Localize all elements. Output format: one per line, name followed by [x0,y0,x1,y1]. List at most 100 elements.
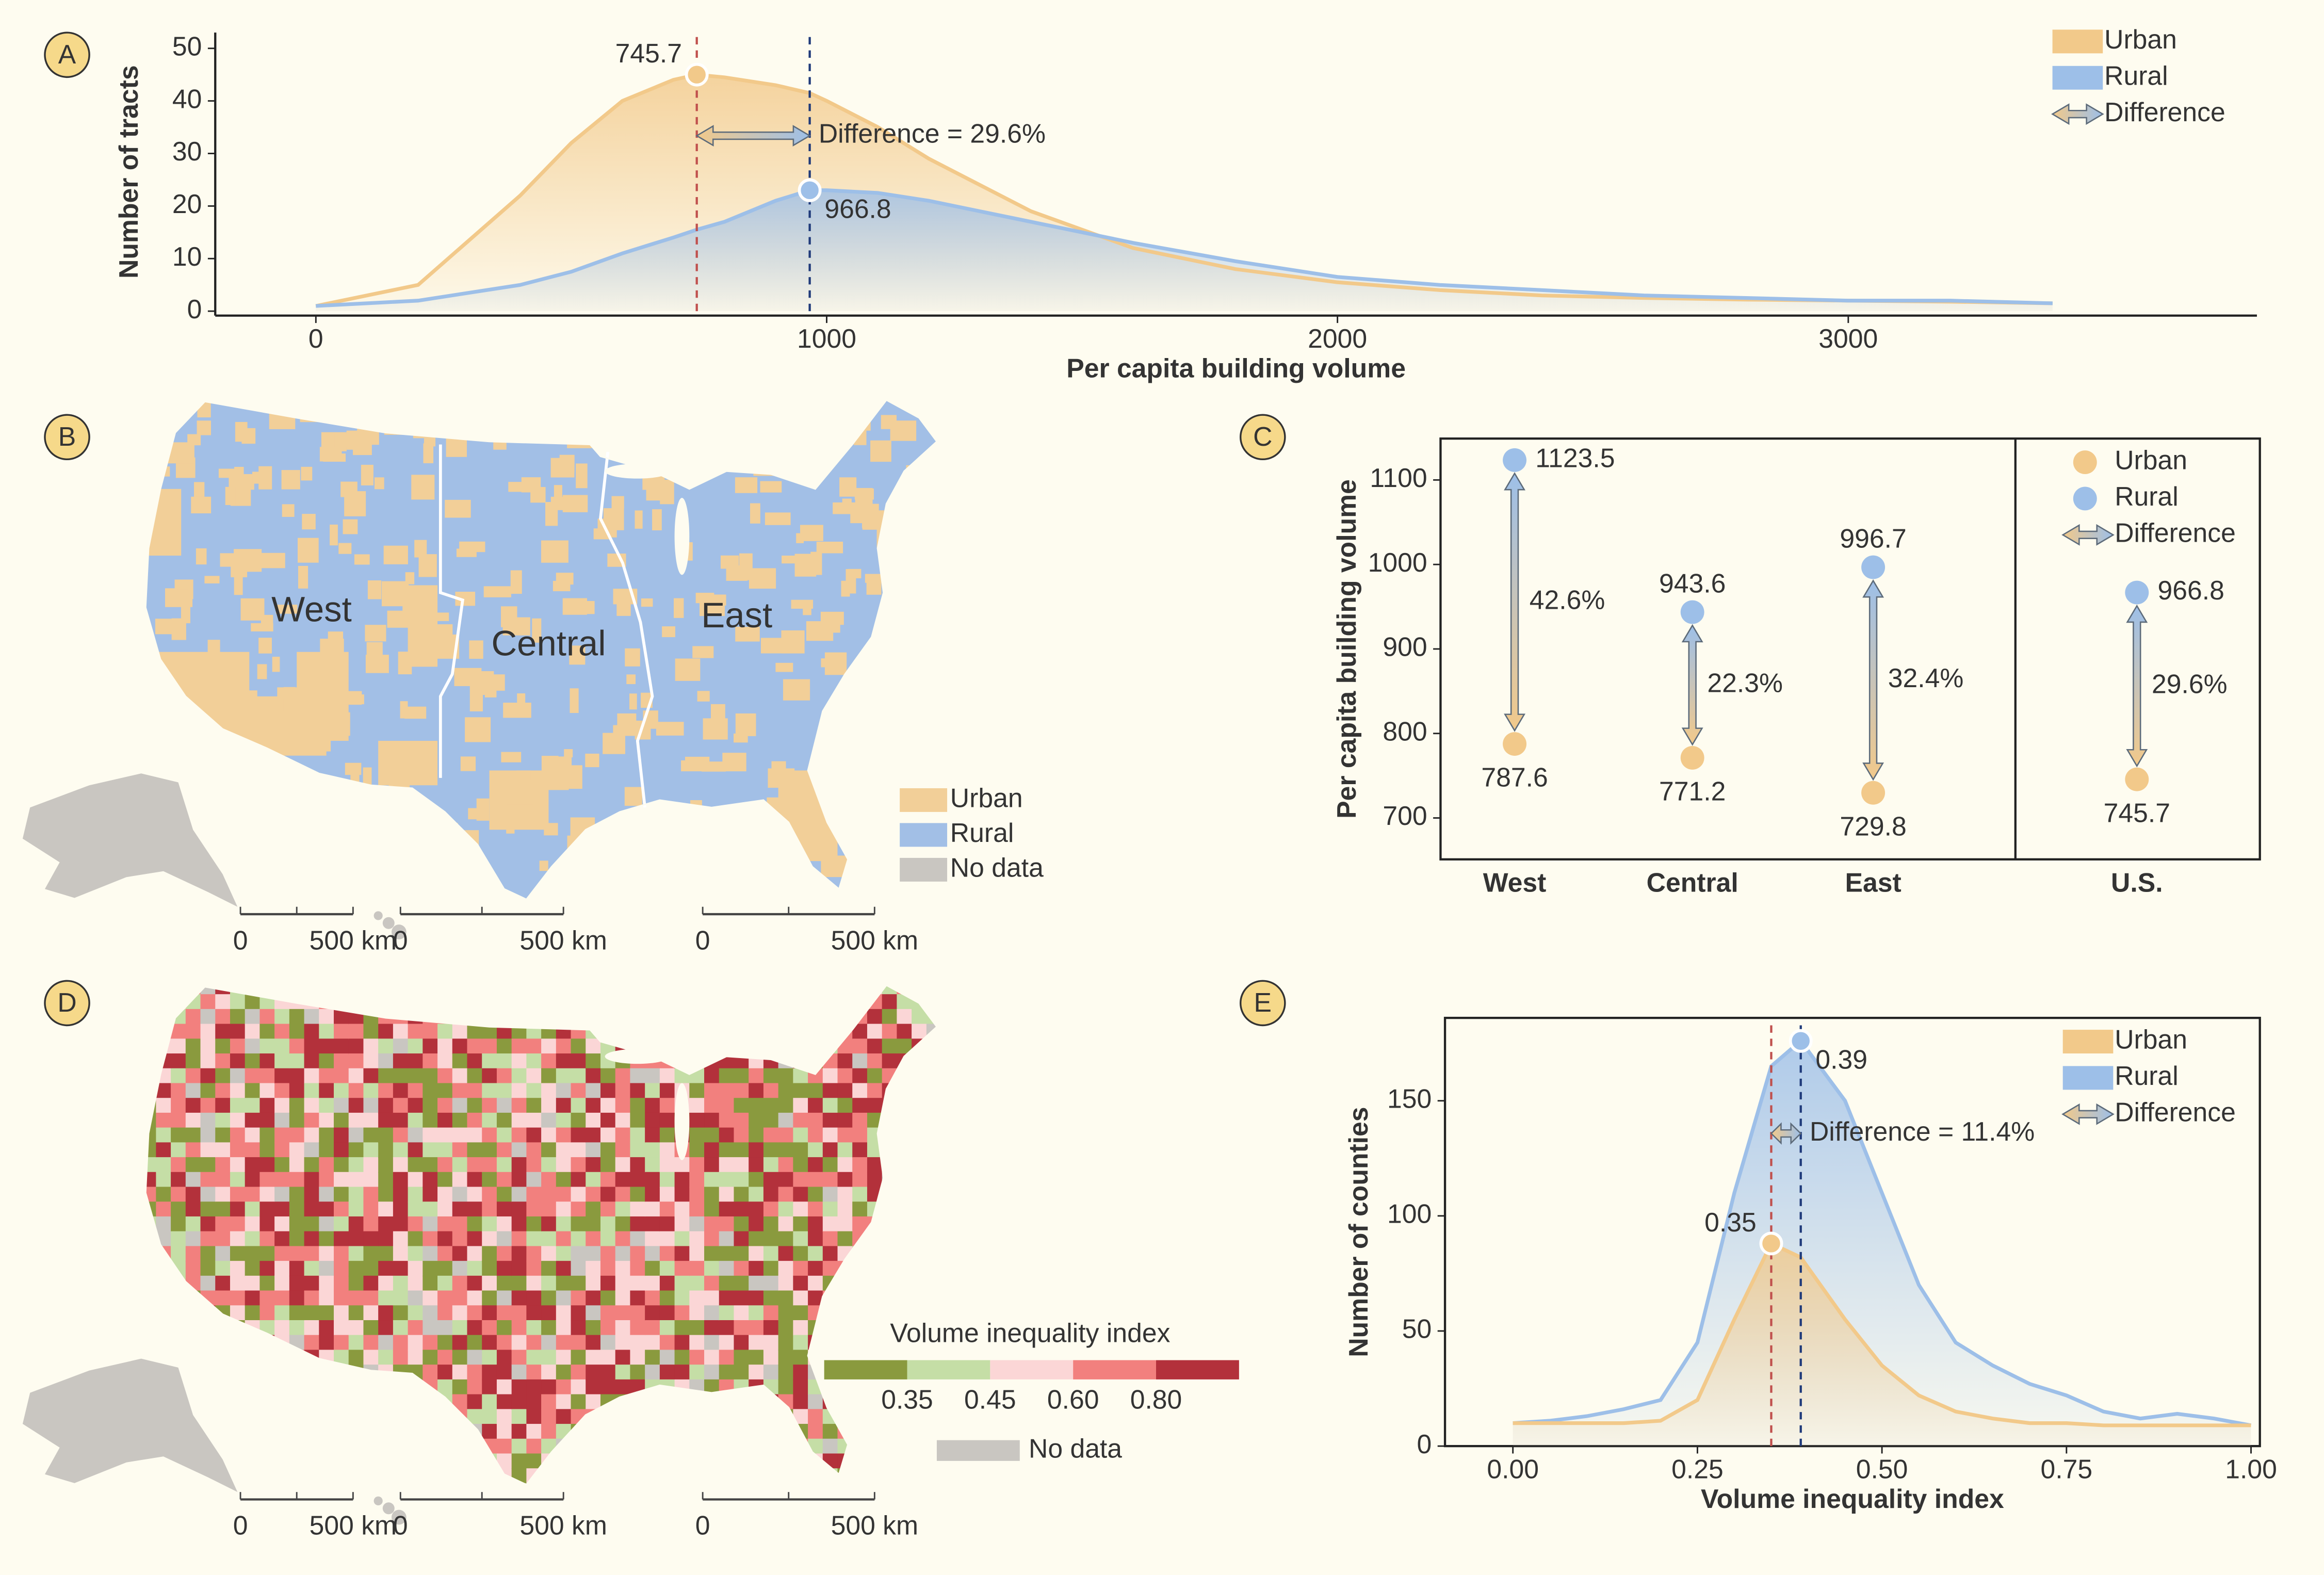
map-cell [541,1142,557,1158]
legend-break: 0.60 [1047,1385,1099,1415]
legend-swatch [936,1440,1020,1461]
map-cell [156,1201,172,1217]
map-cell [230,1142,246,1158]
map-cell [719,1335,735,1351]
map-cell [259,1157,275,1173]
map-cell [778,1305,794,1321]
urban-patch [749,568,776,589]
map-cell [556,1068,572,1084]
map-cell [586,1201,602,1217]
map-cell [541,1127,557,1143]
map-cell [704,1142,720,1158]
y-tick-label: 0 [187,294,202,324]
map-cell [467,1275,483,1292]
map-cell [482,1112,498,1129]
map-cell [482,1305,498,1321]
map-cell [408,1216,424,1232]
y-tick-label: 700 [1383,801,1427,831]
map-cell [541,1246,557,1262]
map-cell [615,1379,631,1395]
map-cell [600,1216,616,1232]
map-cell [215,1157,231,1173]
map-cell [541,1424,557,1440]
map-cell [541,1187,557,1203]
map-cell [145,1172,157,1188]
map-cell [526,1394,542,1410]
legend-label: Rural [950,818,1014,848]
map-cell [289,1142,305,1158]
map-cell [408,1172,424,1188]
map-cell [526,1216,542,1232]
map-cell [837,1231,853,1247]
map-cell [630,1246,646,1262]
urban-patch [185,680,208,692]
region-label: Central [491,623,606,663]
urban-patch [616,604,631,616]
map-cell [719,1246,735,1262]
map-cell [704,1275,720,1292]
map-cell [645,1112,661,1129]
map-cell [348,1024,364,1040]
x-tick-label: 2000 [1308,323,1367,353]
scale-label: 500 km [831,1511,919,1540]
map-cell [200,1201,216,1217]
map-cell [319,1053,335,1069]
map-cell [215,1231,231,1247]
map-cell [393,1068,409,1084]
map-cell [645,1216,661,1232]
map-cell [215,1098,231,1114]
map-cell [600,1172,616,1188]
map-cell [289,1246,305,1262]
map-cell [511,1216,527,1232]
map-cell [615,1142,631,1158]
map-cell [334,1305,350,1321]
map-cell [749,1246,765,1262]
map-cell [334,1068,350,1084]
map-cell [778,1112,794,1129]
map-cell [630,1290,646,1306]
x-axis-label: Per capita building volume [1066,353,1406,383]
map-cell [511,1453,527,1469]
legend-break: 0.35 [881,1385,933,1415]
map-cell [274,1305,290,1321]
map-cell [674,1305,690,1321]
map-cell [319,1246,335,1262]
map-cell [334,1201,350,1217]
urban-patch [556,573,574,585]
map-cell [437,1142,453,1158]
map-cell [304,1142,320,1158]
map-cell [615,1068,631,1084]
map-cell [378,1038,394,1054]
urban-patch [516,770,531,783]
map-cell [245,1098,261,1114]
map-cell [348,1246,364,1262]
map-cell [200,1187,216,1203]
map-cell [586,1216,602,1232]
map-cell [822,1068,838,1084]
map-cell [274,1275,290,1292]
urban-patch [550,458,575,478]
map-cell [437,1098,453,1114]
map-cell [363,1335,379,1351]
map-cell [408,1157,424,1173]
map-cell [645,1231,661,1247]
map-cell [734,1216,750,1232]
map-cell [734,1142,750,1158]
legend-label: Rural [2115,1061,2179,1091]
urban-patch [681,760,707,772]
map-cell [334,1261,350,1277]
map-cell [630,1187,646,1203]
map-cell [482,1201,498,1217]
region-border [599,451,654,808]
map-cell [319,1038,335,1054]
map-cell [289,1305,305,1321]
legend-label: No data [950,853,1044,883]
urban-patch [760,481,782,493]
map-cell [334,1246,350,1262]
map-cell [734,1261,750,1277]
map-cell [719,1187,735,1203]
map-cell [630,1172,646,1188]
map-cell [245,1275,261,1292]
map-cell [793,1379,809,1395]
map-cell [467,1083,483,1099]
